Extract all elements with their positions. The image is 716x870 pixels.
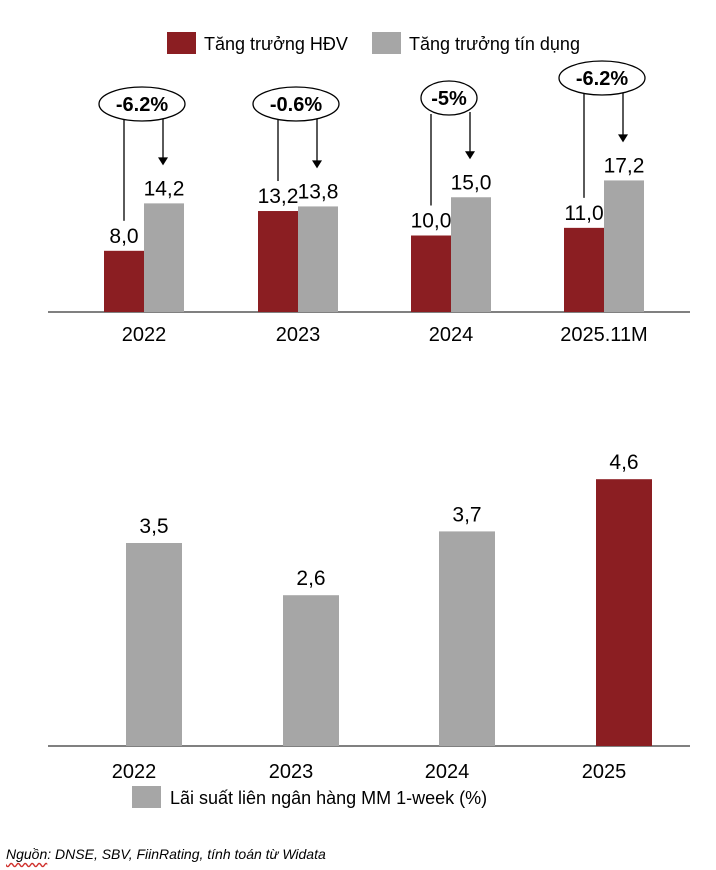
bar-interbank	[126, 543, 182, 746]
x-tick-label: 2022	[112, 761, 157, 783]
x-tick-label: 2023	[269, 761, 314, 783]
gap-annotation: -6.2%	[576, 68, 628, 90]
interbank-rate-chart: 3,5 2022 2,6 2023 3,7 2024 4,6 2025 Lãi suất liê…	[48, 451, 690, 808]
bar-interbank	[596, 479, 652, 746]
bar-credit	[298, 206, 338, 312]
data-label-interbank: 3,5	[139, 515, 168, 538]
gap-oval	[98, 86, 186, 122]
data-label-credit: 13,8	[298, 180, 339, 203]
gap-oval	[420, 80, 478, 116]
bar-interbank	[439, 531, 495, 746]
source-text: : DNSE, SBV, FiinRating, tính toán từ Wi…	[47, 846, 326, 862]
legend-swatch-credit	[372, 32, 401, 54]
source-prefix: Nguồn	[6, 846, 48, 862]
bar-credit	[604, 180, 644, 312]
bar-interbank	[283, 595, 339, 746]
data-label-hdv: 10,0	[411, 210, 452, 233]
gap-oval	[558, 60, 646, 96]
data-label-credit: 17,2	[604, 154, 645, 177]
data-label-credit: 15,0	[451, 171, 492, 194]
x-tick-label: 2025	[582, 761, 627, 783]
gap-annotation: -6.2%	[116, 94, 168, 116]
gap-arrow-head	[312, 160, 322, 169]
x-tick-label: 2024	[429, 324, 474, 346]
legend-swatch-hdv	[167, 32, 196, 54]
legend: Lãi suất liên ngân hàng MM 1-week (%)	[132, 786, 487, 808]
bar-hdv	[564, 227, 604, 312]
gap-annotation: -0.6%	[270, 94, 322, 116]
bar-hdv	[104, 250, 144, 312]
legend-label-hdv: Tăng trưởng HĐV	[204, 34, 348, 54]
gap-arrow-head	[618, 134, 628, 143]
data-label-interbank: 2,6	[296, 567, 325, 590]
bar-hdv	[411, 235, 451, 312]
data-label-hdv: 11,0	[564, 202, 603, 225]
bar-credit	[144, 203, 184, 312]
bar-hdv	[258, 211, 298, 312]
x-tick-label: 2025.11M	[560, 324, 647, 346]
x-tick-label: 2022	[122, 324, 167, 346]
gap-annotation: -5%	[431, 88, 467, 110]
data-label-hdv: 13,2	[258, 185, 299, 208]
bar-credit	[451, 197, 491, 312]
data-label-interbank: 3,7	[452, 503, 481, 526]
data-label-credit: 14,2	[144, 177, 185, 200]
legend: Tăng trưởng HĐV Tăng trưởng tín dụng	[167, 32, 580, 54]
source-note: Nguồn: DNSE, SBV, FiinRating, tính toán …	[6, 846, 326, 862]
gap-oval	[252, 86, 340, 122]
data-label-interbank: 4,6	[609, 451, 638, 474]
data-label-hdv: 8,0	[109, 225, 138, 248]
legend-label-interbank: Lãi suất liên ngân hàng MM 1-week (%)	[170, 788, 487, 808]
deposit-credit-growth-chart: Tăng trưởng HĐV Tăng trưởng tín dụng 8,0 14…	[48, 32, 690, 346]
legend-swatch-interbank	[132, 786, 161, 808]
legend-label-credit: Tăng trưởng tín dụng	[409, 34, 580, 54]
gap-arrow-head	[465, 151, 475, 160]
x-tick-label: 2024	[425, 761, 470, 783]
gap-arrow-head	[158, 157, 168, 166]
x-tick-label: 2023	[276, 324, 321, 346]
